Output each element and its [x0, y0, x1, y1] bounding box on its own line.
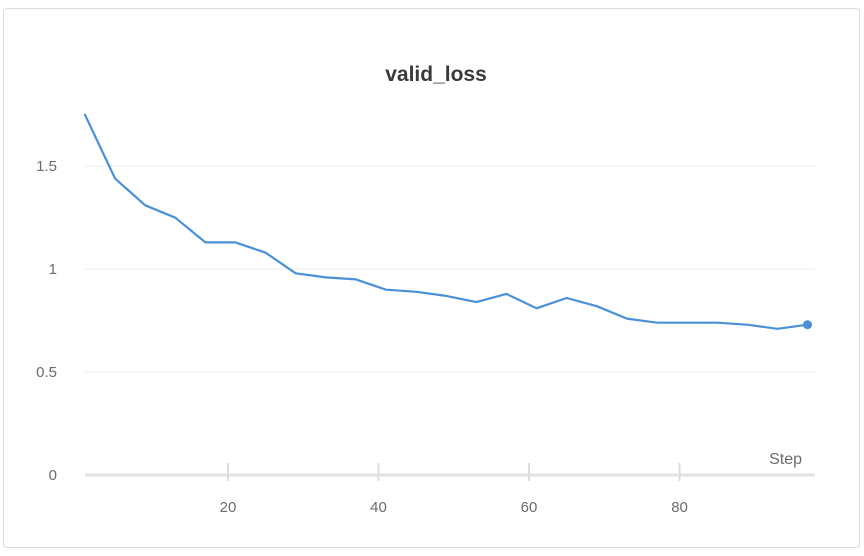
series-end-point [802, 320, 812, 330]
x-axis-ticks: 20 40 60 80 [220, 463, 688, 516]
y-tick-label: 1 [49, 261, 57, 278]
series-layer [83, 113, 812, 330]
y-tick-label: 0 [49, 467, 57, 484]
grid-lines [85, 165, 815, 373]
chart-panel [3, 8, 860, 548]
x-tick-label: 80 [671, 499, 688, 516]
y-tick-label: 1.5 [36, 158, 57, 175]
x-axis-label: Step [769, 451, 802, 468]
chart-title: valid_loss [385, 63, 487, 86]
x-tick-label: 20 [220, 499, 237, 516]
x-tick-label: 60 [521, 499, 538, 516]
x-tick-label: 40 [370, 499, 387, 516]
y-axis-ticks: 0 0.5 1 1.5 [36, 158, 57, 484]
series-line [83, 113, 809, 330]
y-tick-label: 0.5 [36, 364, 57, 381]
